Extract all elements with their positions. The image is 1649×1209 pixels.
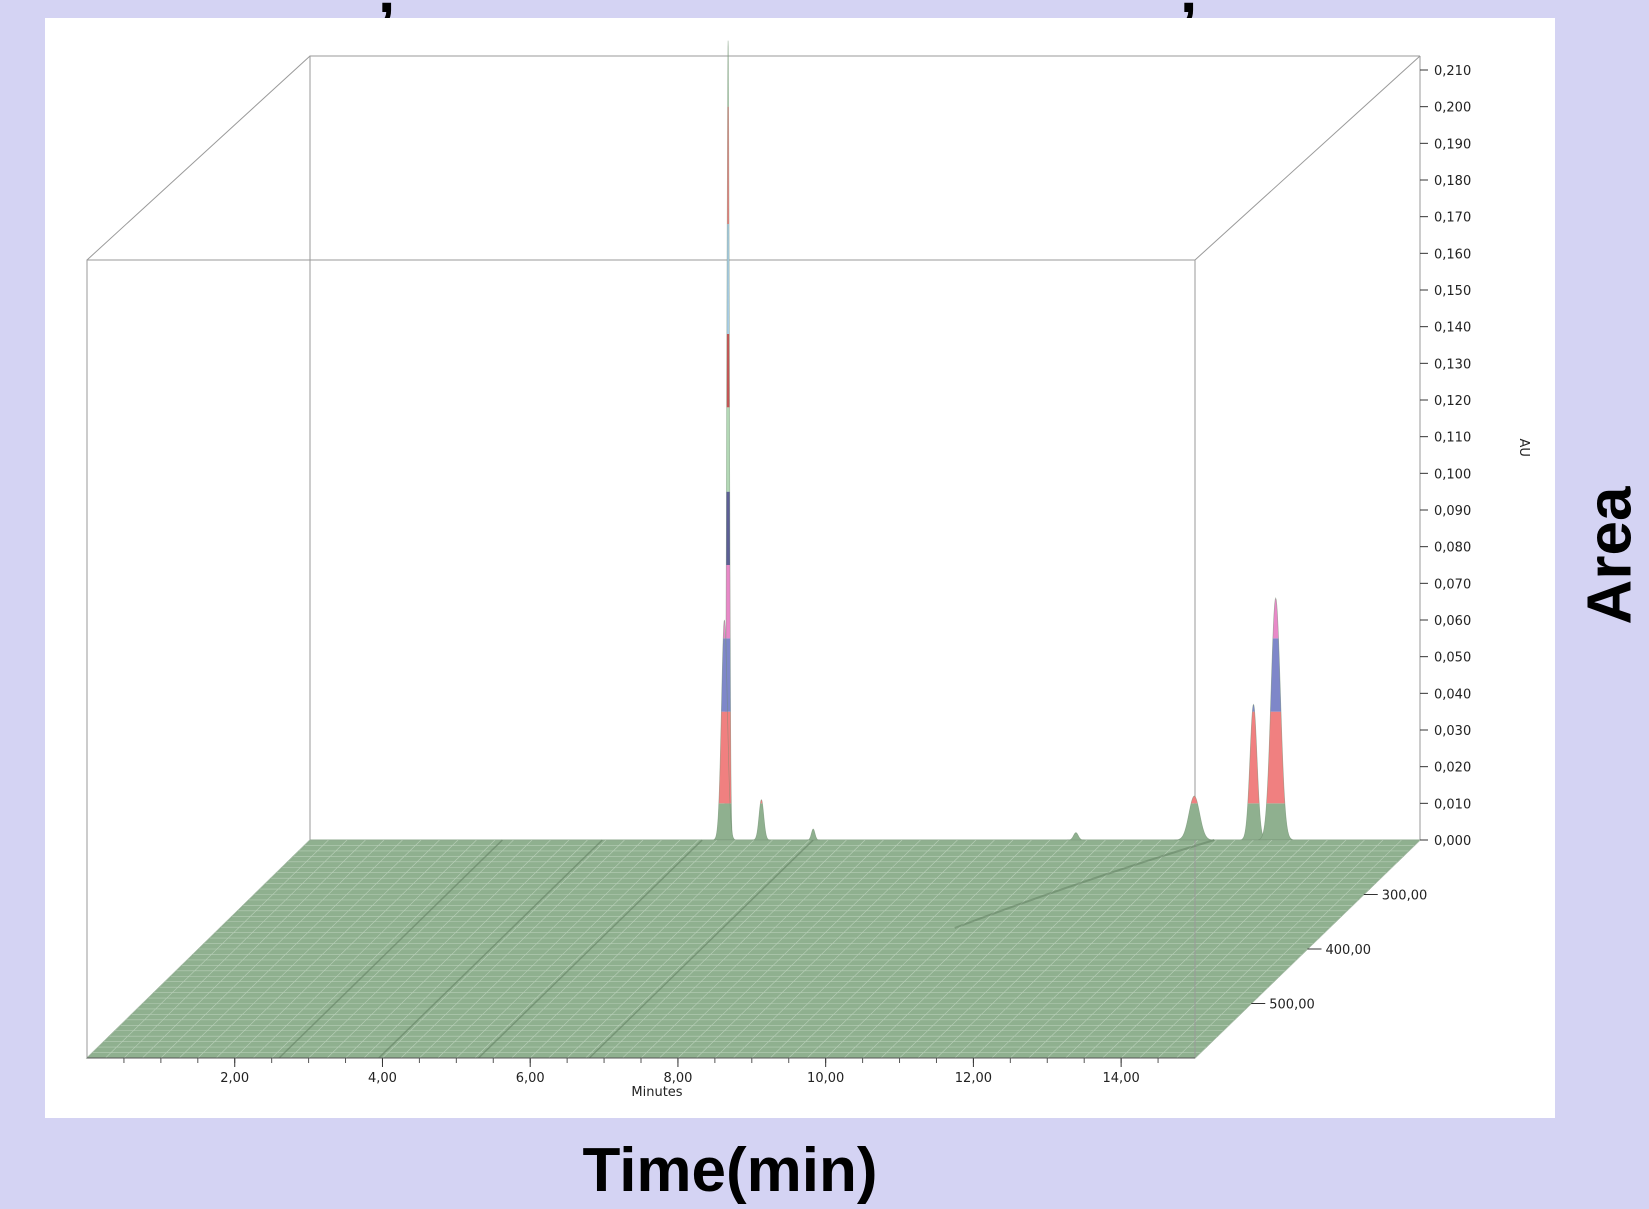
- peak-7: [1258, 598, 1294, 840]
- outer-x-axis-label: Time(min): [582, 1136, 878, 1205]
- x-tick-label: 8,00: [663, 1071, 692, 1086]
- y-tick-label: 0,190: [1434, 137, 1471, 152]
- y-tick-label: 0,210: [1434, 64, 1471, 79]
- peak-5: [1174, 796, 1215, 840]
- z-tick-label: 300,00: [1382, 889, 1428, 904]
- z-tick-label: 400,00: [1326, 943, 1372, 958]
- y-tick-label: 0,130: [1434, 357, 1471, 372]
- y-tick-label: 0,040: [1434, 687, 1471, 702]
- y-tick-label: 0,110: [1434, 431, 1471, 446]
- peak-2: [752, 799, 771, 840]
- y-tick-label: 0,060: [1434, 614, 1471, 629]
- x-tick-label: 12,00: [955, 1071, 992, 1086]
- y-tick-label: 0,160: [1434, 247, 1471, 262]
- y-tick-label: 0,140: [1434, 321, 1471, 336]
- x-tick-label: 10,00: [807, 1071, 844, 1086]
- floor-ridge: [278, 839, 503, 1059]
- y-tick-label: 0,150: [1434, 284, 1471, 299]
- peak-4: [1067, 832, 1085, 840]
- peak-outline: [1258, 597, 1294, 841]
- y-tick-label: 0,020: [1434, 761, 1471, 776]
- x-axis-title: Minutes: [631, 1085, 682, 1100]
- peak-outline: [1067, 832, 1085, 841]
- y-tick-label: 0,200: [1434, 101, 1471, 116]
- peak-6: [1240, 704, 1267, 840]
- y-tick-label: 0,170: [1434, 211, 1471, 226]
- y-tick-label: 0,000: [1434, 834, 1471, 849]
- chromatogram-3d-plot: 2,00 4,00 6,00 8,00 10,00 12,00 14,00 Minutes 0,…: [45, 18, 1555, 1118]
- z-tick-label: 500,00: [1269, 998, 1315, 1013]
- x-tick-label: 2,00: [220, 1071, 249, 1086]
- y-tick-label: 0,030: [1434, 724, 1471, 739]
- y-tick-label: 0,090: [1434, 504, 1471, 519]
- peak-outline: [713, 619, 736, 841]
- y-axis-title: AU: [1516, 438, 1531, 456]
- x-tick-label: 4,00: [368, 1071, 397, 1086]
- peak-1: [713, 620, 736, 840]
- peak-outline: [752, 799, 771, 841]
- peak-3: [806, 829, 820, 840]
- y-tick-label: 0,050: [1434, 651, 1471, 666]
- y-tick-label: 0,010: [1434, 797, 1471, 812]
- x-tick-label: 14,00: [1103, 1071, 1140, 1086]
- floor-ridge: [378, 839, 603, 1059]
- outer-y-axis-label: Area: [1575, 486, 1645, 625]
- floor-ridge: [588, 839, 814, 1059]
- chromatogram-svg: 2,00 4,00 6,00 8,00 10,00 12,00 14,00 Minutes 0,…: [85, 40, 1531, 1100]
- y-tick-label: 0,100: [1434, 467, 1471, 482]
- y-tick-label: 0,120: [1434, 394, 1471, 409]
- y-tick-label: 0,180: [1434, 174, 1471, 189]
- y-tick-label: 0,080: [1434, 541, 1471, 556]
- bounding-box-frame: [86, 55, 1421, 1058]
- floor-mesh: [86, 839, 1421, 1059]
- x-tick-label: 6,00: [516, 1071, 545, 1086]
- y-tick-label: 0,070: [1434, 577, 1471, 592]
- floor-ridge: [477, 839, 703, 1059]
- peak-outline: [1174, 795, 1215, 841]
- front-ridge-12min: [954, 839, 1215, 929]
- peak-outline: [806, 828, 820, 841]
